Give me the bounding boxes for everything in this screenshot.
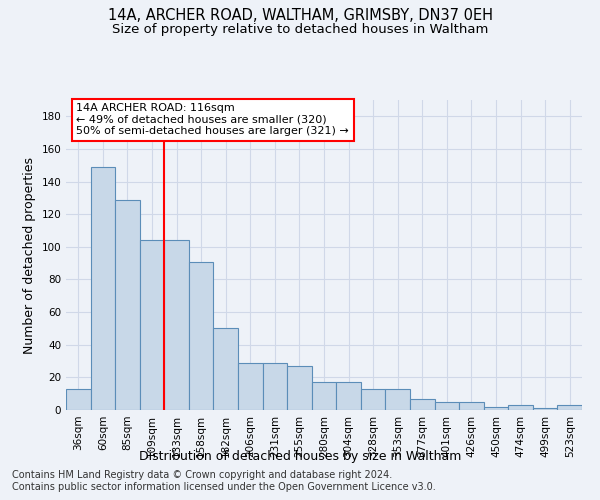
Bar: [459, 402, 484, 410]
Text: Contains HM Land Registry data © Crown copyright and database right 2024.: Contains HM Land Registry data © Crown c…: [12, 470, 392, 480]
Bar: [410, 398, 434, 410]
Bar: [140, 240, 164, 410]
Bar: [484, 406, 508, 410]
Bar: [508, 405, 533, 410]
Bar: [263, 362, 287, 410]
Bar: [287, 366, 312, 410]
Bar: [115, 200, 140, 410]
Y-axis label: Number of detached properties: Number of detached properties: [23, 156, 36, 354]
Bar: [214, 328, 238, 410]
Bar: [434, 402, 459, 410]
Bar: [238, 362, 263, 410]
Bar: [66, 389, 91, 410]
Text: Contains public sector information licensed under the Open Government Licence v3: Contains public sector information licen…: [12, 482, 436, 492]
Text: Distribution of detached houses by size in Waltham: Distribution of detached houses by size …: [139, 450, 461, 463]
Bar: [312, 382, 336, 410]
Bar: [164, 240, 189, 410]
Bar: [557, 405, 582, 410]
Bar: [189, 262, 214, 410]
Text: Size of property relative to detached houses in Waltham: Size of property relative to detached ho…: [112, 22, 488, 36]
Bar: [533, 408, 557, 410]
Text: 14A ARCHER ROAD: 116sqm
← 49% of detached houses are smaller (320)
50% of semi-d: 14A ARCHER ROAD: 116sqm ← 49% of detache…: [76, 103, 349, 136]
Text: 14A, ARCHER ROAD, WALTHAM, GRIMSBY, DN37 0EH: 14A, ARCHER ROAD, WALTHAM, GRIMSBY, DN37…: [107, 8, 493, 22]
Bar: [91, 167, 115, 410]
Bar: [361, 389, 385, 410]
Bar: [385, 389, 410, 410]
Bar: [336, 382, 361, 410]
